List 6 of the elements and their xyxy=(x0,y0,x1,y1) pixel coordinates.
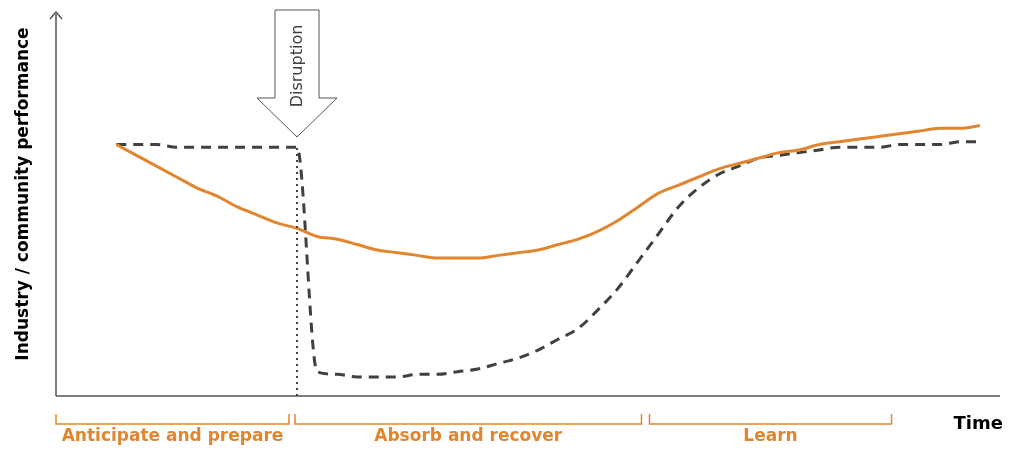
text: Anticipate and prepare xyxy=(61,424,284,445)
text: Disruption xyxy=(287,24,307,108)
x-axis-title: Time xyxy=(953,411,1003,433)
text: Absorb and recover xyxy=(374,424,563,445)
y-axis-title: Industry / community performance xyxy=(12,27,33,361)
text: Learn xyxy=(743,424,798,445)
